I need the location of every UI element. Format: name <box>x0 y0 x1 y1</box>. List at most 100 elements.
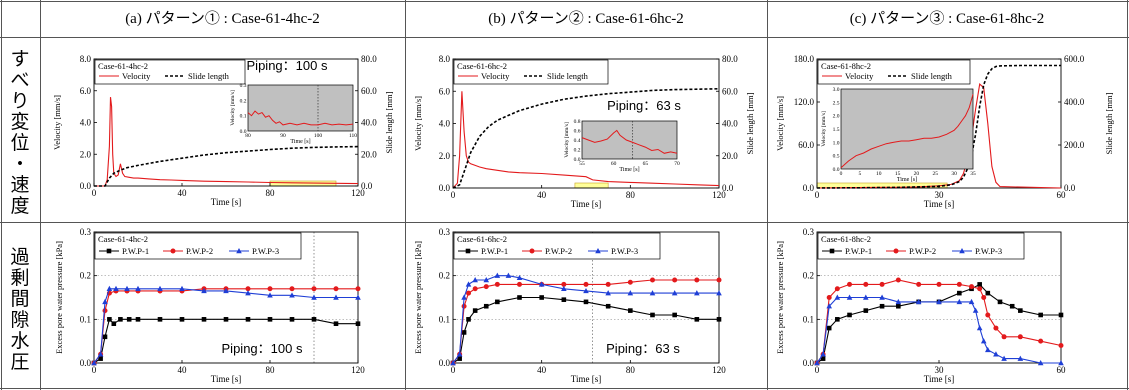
y-tick-label: 0.0 <box>803 358 815 368</box>
series-markers <box>450 295 722 366</box>
y-axis-label: Excess pore water pressure [kPa] <box>413 241 423 354</box>
legend-entry: Slide length <box>188 71 230 81</box>
x-tick-label: 0 <box>92 188 97 198</box>
series-markers <box>814 294 1064 366</box>
chart-b-slide: 0 40 80 1200.02.04.06.08.00.020.040.060.080… <box>413 54 755 209</box>
pwp-marker-triangle <box>1058 360 1064 366</box>
pwp-marker-circle <box>879 281 885 287</box>
legend-box <box>94 59 246 85</box>
x-tick-label: 60 <box>1057 365 1067 375</box>
chart-c-slide: 0 30 600.060.0120.0180.00.0200.0400.0600.0… <box>775 54 1114 209</box>
inset-y-tick-label: 0.0 <box>240 129 247 135</box>
pwp-marker-circle <box>1058 343 1064 349</box>
legend-box <box>453 232 661 260</box>
inset-x-tick-label: 20 <box>914 171 920 177</box>
x-tick-label: 40 <box>178 188 188 198</box>
pwp-marker-square <box>472 308 478 313</box>
plot-frame <box>452 231 720 364</box>
legend-box <box>817 59 971 85</box>
pwp-marker-square <box>539 295 544 300</box>
x-tick-label: 80 <box>266 365 276 375</box>
pwp-marker-square <box>650 312 655 318</box>
pwp-marker-square <box>457 356 462 361</box>
piping-annotation: Piping：63 s <box>607 98 681 113</box>
pwp-marker-square <box>985 290 991 296</box>
pwp-marker-square <box>863 308 869 313</box>
pwp-marker-triangle <box>561 285 567 291</box>
row-label-char: 間 <box>10 288 30 310</box>
series-line <box>94 145 359 187</box>
pwp-marker-square <box>135 317 141 322</box>
pwp-marker-circle <box>694 277 700 283</box>
pwp-marker-triangle <box>355 294 361 300</box>
pwp-marker-triangle <box>959 248 965 254</box>
pwp-marker-triangle <box>1037 360 1044 366</box>
row-label-char: り <box>10 90 30 112</box>
pwp-marker-square <box>106 248 112 254</box>
row-label-char: 速 <box>10 174 30 196</box>
pwp-marker-square <box>111 321 117 326</box>
table-border-label-col <box>40 0 41 390</box>
y-axis-label: Excess pore water pressure [kPa] <box>775 241 785 354</box>
row-label-slide: すべり変位・速度 <box>4 50 36 218</box>
inset-y-tick-label: 0.1 <box>240 114 247 120</box>
y-tick-label: 180.0 <box>794 54 815 64</box>
pwp-marker-square <box>157 317 163 322</box>
table-border-col-b <box>405 0 406 390</box>
series-line <box>816 283 1061 364</box>
pwp-marker-triangle <box>694 290 700 296</box>
pwp-marker-square <box>820 356 826 361</box>
inset-y-tick-label: 0.4 <box>574 138 581 144</box>
x-tick-label: 120 <box>351 188 365 198</box>
pwp-marker-triangle <box>267 292 273 298</box>
row-label-char: 圧 <box>10 351 30 373</box>
pwp-marker-circle <box>716 277 722 283</box>
x-tick-label: 80 <box>266 188 276 198</box>
inset-x-tick-label: 110 <box>349 133 357 139</box>
series-markers <box>814 282 1064 366</box>
inset-x-tick-label: 10 <box>876 171 882 177</box>
inset-y-axis-label: Velocity [mm/s] <box>564 122 570 158</box>
inset-y-tick-label: 3.0 <box>833 87 840 93</box>
pwp-marker-triangle <box>113 285 119 291</box>
y-tick-label: 0.2 <box>803 271 814 281</box>
pwp-marker-circle <box>267 286 273 292</box>
y-tick-label: 0.1 <box>803 314 814 324</box>
inset-y-tick-label: 0.3 <box>240 83 247 89</box>
pwp-marker-triangle <box>236 248 242 254</box>
pwp-marker-triangle <box>814 360 820 366</box>
y2-tick-label: 0.0 <box>722 183 734 193</box>
pwp-marker-circle <box>583 281 589 287</box>
pwp-marker-triangle <box>980 338 987 344</box>
inset-y-tick-label: 0.0 <box>833 167 840 173</box>
y2-tick-label: 60.0 <box>722 86 738 96</box>
case-label: Case-61-4hc-2 <box>98 234 148 244</box>
y-tick-label: 0.0 <box>439 358 451 368</box>
inset-y-tick-label: 2.0 <box>833 114 840 120</box>
legend-entry: P.W.P-2 <box>909 246 936 256</box>
series-markers <box>450 277 722 366</box>
pwp-marker-square <box>1018 308 1023 313</box>
y-axis-label: Excess pore water pressure [kPa] <box>54 241 64 354</box>
inset-plot <box>840 88 974 170</box>
pwp-marker-triangle <box>879 294 885 300</box>
pwp-marker-square <box>826 325 832 331</box>
table-border-header <box>0 37 1129 38</box>
pwp-marker-square <box>333 321 339 326</box>
x-tick-label: 40 <box>178 365 188 375</box>
pwp-marker-triangle <box>97 351 104 357</box>
chart-a-slide: 0 40 80 1200.02.04.06.08.00.020.040.060.080… <box>52 54 394 207</box>
y-tick-label: 0.2 <box>80 271 91 281</box>
pwp-marker-square <box>977 282 982 287</box>
pwp-marker-circle <box>985 312 991 318</box>
pwp-marker-square <box>179 317 185 322</box>
pwp-marker-circle <box>289 286 295 292</box>
pwp-marker-circle <box>834 286 840 292</box>
series-line <box>816 296 1061 364</box>
x-axis-label: Time [s] <box>211 374 241 384</box>
pwp-marker-square <box>118 317 123 322</box>
pwp-marker-triangle <box>595 248 601 254</box>
pwp-marker-square <box>605 303 611 309</box>
case-label: Case-61-4hc-2 <box>98 61 148 71</box>
